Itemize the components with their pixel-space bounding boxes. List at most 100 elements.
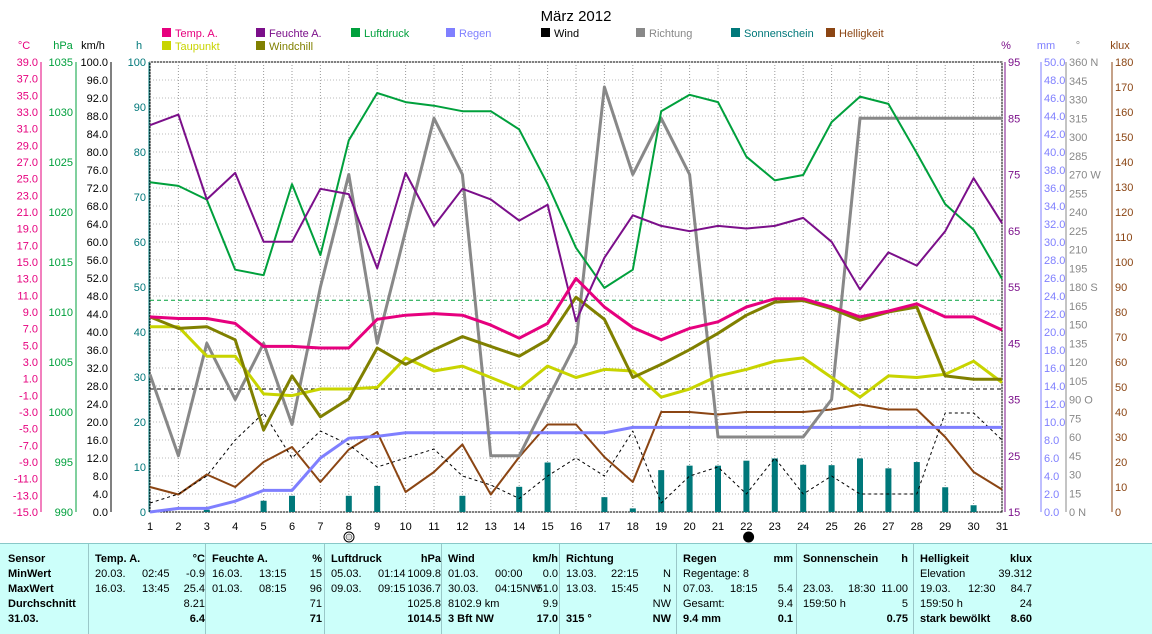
stats-value-number: 6.4 [189,613,205,625]
sun-tick-label: 10 [134,462,146,474]
stats-value-number: 1036.7 [407,583,441,595]
sunshine-bars [203,458,977,512]
sunshine-bar [658,470,665,512]
temp-tick-label: 29.0 [17,140,38,152]
stats-value-date: stark bewölkt [920,613,991,625]
stats-value-number: NW [652,598,671,610]
stats-column-press: Luftdruck hPa 05.03. 01:14 1009.8 09.03. 09:15… [331,544,441,634]
stats-column-separator [324,544,325,634]
x-tick-label: 8 [346,521,352,533]
rain-tick-label: 26.0 [1044,273,1065,285]
rain-tick-label: 10.0 [1044,417,1065,429]
stats-value-time: 08:15 [259,583,287,595]
wind-tick-label: 12.0 [87,453,108,465]
sunshine-bar [345,495,352,512]
rain-tick-label: 14.0 [1044,381,1065,393]
rain-tick-label: 30.0 [1044,237,1065,249]
direction-tick-label: 0 N [1069,507,1086,519]
wind-tick-label: 40.0 [87,327,108,339]
stats-value-number: 9.4 [777,598,793,610]
rain-tick-label: 8.0 [1044,435,1059,447]
wind-tick-label: 76.0 [87,165,108,177]
wind-tick-label: 80.0 [87,147,108,159]
direction-tick-label: 105 [1069,376,1087,388]
stats-column-header: Temp. A. °C [95,552,205,567]
stats-value-number: 51.0 [536,583,558,595]
wind-tick-label: 48.0 [87,291,108,303]
rain-tick-label: 24.0 [1044,291,1065,303]
series-line-feuchte-a [149,113,1003,323]
humidity-tick-label: 85 [1008,113,1020,125]
direction-tick-label: 300 [1069,132,1087,144]
humidity-tick-label: 35 [1008,395,1020,407]
temp-tick-label: 5.0 [23,340,38,352]
direction-tick-label: 90 O [1069,395,1093,407]
pressure-axis-unit: hPa [53,40,73,52]
stats-value-number: 11.00 [881,583,908,595]
brightness-tick-label: 90 [1115,282,1127,294]
direction-tick-label: 225 [1069,226,1087,238]
brightness-tick-label: 20 [1115,457,1127,469]
rain-tick-label: 42.0 [1044,129,1065,141]
wind-tick-label: 36.0 [87,345,108,357]
rain-tick-label: 46.0 [1044,93,1065,105]
stats-value-row: 20.03. 02:45 -0.9 [95,567,205,582]
brightness-tick-label: 10 [1115,482,1127,494]
wind-tick-label: 52.0 [87,273,108,285]
brightness-tick-label: 70 [1115,332,1127,344]
rain-tick-label: 32.0 [1044,219,1065,231]
rain-tick-label: 0.0 [1044,507,1059,519]
wind-tick-label: 64.0 [87,219,108,231]
sunshine-bar [629,508,636,512]
direction-tick-label: 360 N [1069,57,1098,69]
stats-row-label: MaxWert [8,582,88,597]
stats-row-label-text: 31.03. [8,613,39,625]
pressure-tick-label: 1035 [49,57,73,69]
x-tick-label: 13 [485,521,497,533]
wind-tick-label: 32.0 [87,363,108,375]
stats-row-label-text: MaxWert [8,583,54,595]
stats-value-row: 19.03. 12:30 84.7 [920,582,1032,597]
rain-tick-label: 12.0 [1044,399,1065,411]
sunshine-bar [686,465,693,512]
direction-tick-label: 45 [1069,451,1081,463]
legend-label-wind: Wind [554,28,579,40]
stats-value-row: 13.03. 15:45 N [566,582,671,597]
stats-value-date: 9.4 mm [683,613,721,625]
x-tick-label: 23 [769,521,781,533]
sun-axis-unit: h [136,40,142,52]
rain-tick-label: 28.0 [1044,255,1065,267]
sun-tick-label: 100 [128,57,146,69]
rain-axis-unit: mm [1037,40,1055,52]
humidity-tick-label: 95 [1008,57,1020,69]
x-tick-label: 19 [655,521,667,533]
stats-value-date: Regentage: 8 [683,568,750,580]
series-line-temp-a [149,276,1003,350]
stats-value-number: 0.0 [542,568,558,580]
legend-label-helligkeit: Helligkeit [839,28,884,40]
stats-value-time: 18:30 [848,583,876,595]
legend-label-luftdruck: Luftdruck [364,28,410,40]
temp-tick-label: 7.0 [23,324,38,336]
sunshine-bar [374,485,381,512]
brightness-tick-label: 110 [1115,232,1133,244]
sunshine-bar [260,500,267,512]
legend-swatch-regen [446,28,455,37]
stats-header-dir: Richtung [566,553,614,565]
rain-tick-label: 34.0 [1044,201,1065,213]
temp-tick-label: 31.0 [17,124,38,136]
rain-tick-label: 38.0 [1044,165,1065,177]
pressure-tick-label: 1030 [49,107,73,119]
pressure-tick-label: 990 [55,507,73,519]
stats-column-separator [559,544,560,634]
stats-value-date: 159:50 h [803,598,846,610]
stats-value-row: 16.03. 13:45 25.4 [95,582,205,597]
stats-value-time: 13:45 [142,583,170,595]
temp-tick-label: -15.0 [13,507,38,519]
x-tick-label: 11 [428,521,439,533]
stats-value-row: 159:50 h 24 [920,597,1032,612]
sunshine-bar [715,465,721,512]
series-line-helligkeit [149,403,1003,496]
rain-tick-label: 36.0 [1044,183,1065,195]
x-tick-label: 15 [541,521,553,533]
